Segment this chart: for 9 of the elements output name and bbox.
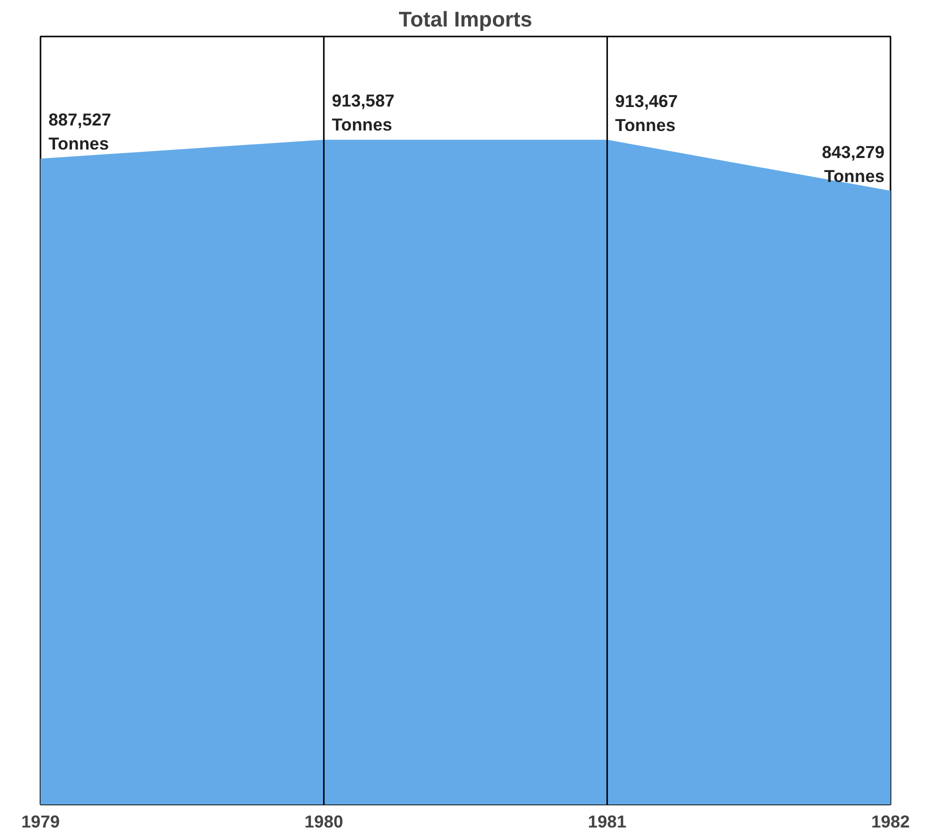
chart-title: Total Imports — [398, 8, 532, 32]
data-label: 913,467 Tonnes — [615, 90, 678, 135]
data-label: 913,587 Tonnes — [332, 90, 394, 135]
x-tick-label: 1980 — [304, 812, 344, 832]
data-label: 887,527 Tonnes — [48, 110, 112, 154]
x-tick-label: 1981 — [588, 812, 627, 832]
x-tick-label: 1979 — [21, 812, 60, 832]
data-label: 843,279 Tonnes — [822, 142, 885, 186]
x-tick-label: 1982 — [871, 812, 910, 832]
